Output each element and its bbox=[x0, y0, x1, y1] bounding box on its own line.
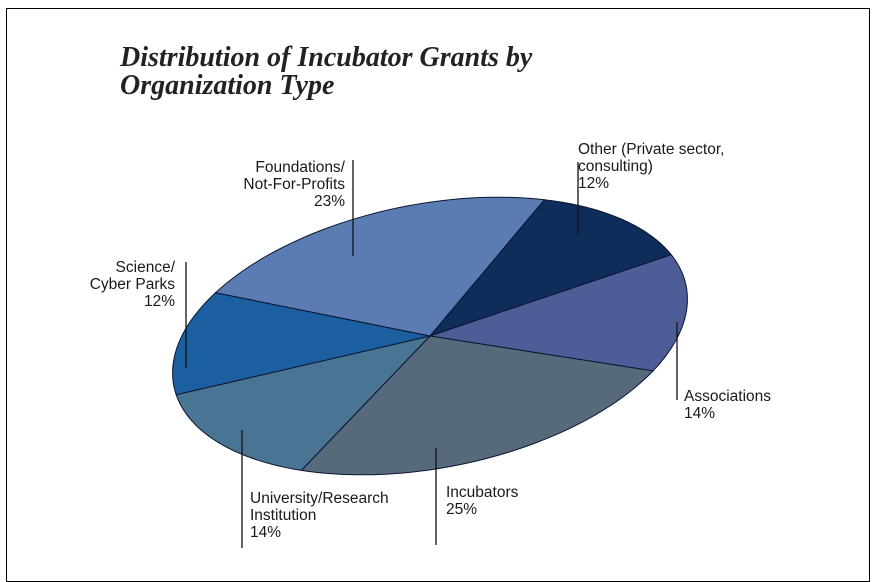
pie-slice-foundations-not-for-profits bbox=[214, 196, 546, 337]
slice-label-line: Cyber Parks bbox=[90, 276, 176, 293]
slice-label-incubators: Incubators 25% bbox=[446, 484, 519, 518]
pie-slice-incubators bbox=[300, 335, 655, 476]
chart-title-line-1: Distribution of Incubator Grants by bbox=[120, 42, 533, 73]
slice-label-line: Incubators bbox=[446, 484, 519, 501]
pie-slice-other-private-sector-consulting bbox=[428, 199, 673, 338]
chart-title: Distribution of Incubator Grants by Orga… bbox=[120, 44, 680, 100]
slice-label-line: Institution bbox=[250, 507, 316, 524]
slice-percent: 12% bbox=[578, 175, 609, 192]
pie-slice-associations bbox=[429, 254, 688, 372]
slice-labels: Other (Private sector, consulting) 12%Asso… bbox=[90, 141, 772, 541]
slice-label-science-cyber-parks: Science/Cyber Parks 12% bbox=[90, 259, 176, 310]
slice-percent: 12% bbox=[144, 293, 175, 310]
slice-label-university-research-institution: University/Research Institution 14% bbox=[250, 490, 389, 541]
slice-label-line: Foundations/ bbox=[255, 159, 345, 176]
slice-label-line: Associations bbox=[684, 388, 771, 405]
slice-percent: 25% bbox=[446, 501, 477, 518]
slice-label-foundations-not-for-profits: Foundations/Not-For-Profits 23% bbox=[243, 159, 345, 210]
leader-lines bbox=[185, 160, 678, 548]
slice-label-line: Not-For-Profits bbox=[243, 176, 345, 193]
slice-percent: 23% bbox=[314, 193, 345, 210]
pie-slice-science-cyber-parks bbox=[172, 292, 431, 396]
slice-label-line: University/Research bbox=[250, 490, 389, 507]
slice-label-other-private-sector-consulting: Other (Private sector, consulting) 12% bbox=[578, 141, 724, 192]
slice-percent: 14% bbox=[684, 405, 715, 422]
pie-slices bbox=[172, 196, 688, 476]
slice-label-associations: Associations 14% bbox=[684, 388, 771, 422]
pie-slice-university-research-institution bbox=[175, 335, 432, 471]
slice-label-line: Other (Private sector, bbox=[578, 141, 724, 158]
slice-label-line: Science/ bbox=[116, 259, 176, 276]
chart-title-line-2: Organization Type bbox=[120, 70, 335, 101]
slice-percent: 14% bbox=[250, 524, 281, 541]
slice-label-line: consulting) bbox=[578, 158, 653, 175]
